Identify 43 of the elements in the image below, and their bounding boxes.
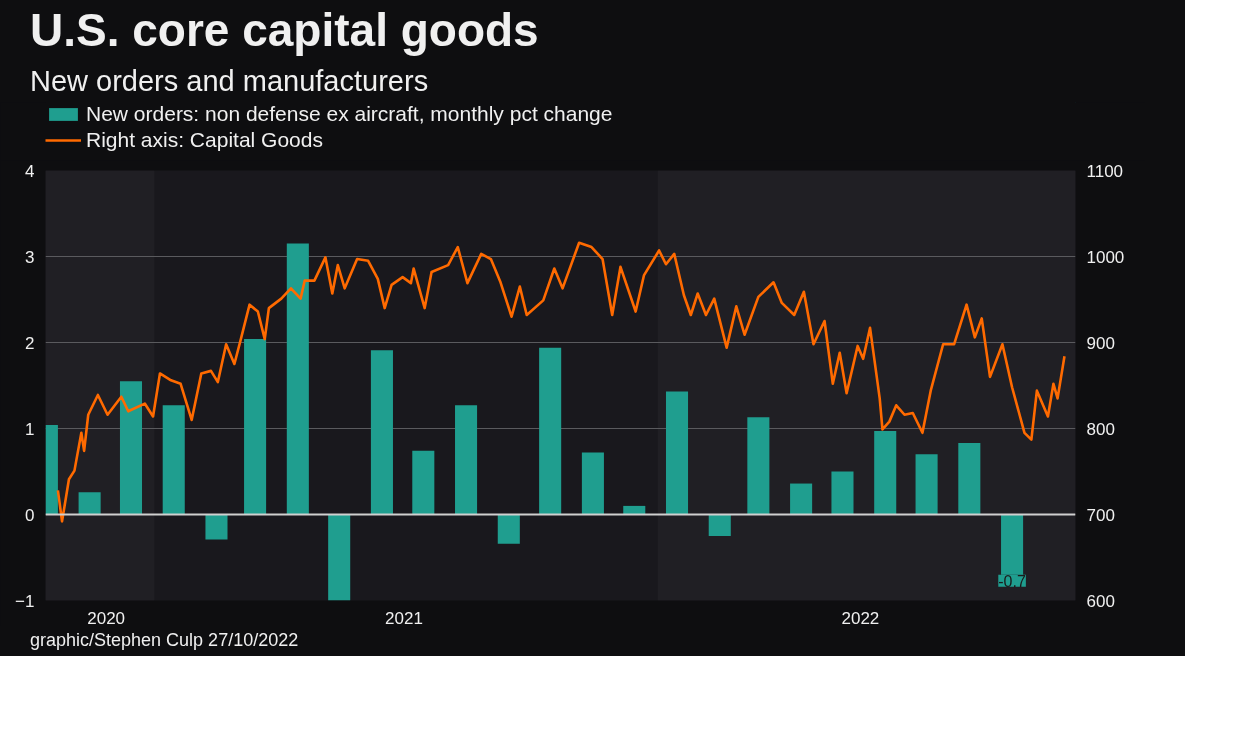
bar [958, 443, 981, 515]
x-tick-label: 2022 [841, 608, 880, 628]
chart-subtitle: New orders and manufacturers [30, 64, 429, 98]
y-tick-label: 2 [25, 333, 35, 353]
y2-tick-label: 700 [1086, 505, 1115, 525]
bar [286, 244, 309, 515]
bar [78, 492, 101, 515]
x-tick-label: 2020 [87, 608, 126, 628]
bar [162, 405, 185, 515]
y2-tick-label: 1000 [1086, 247, 1125, 267]
chart-title: U.S. core capital goods [30, 4, 539, 56]
y2-tick-label: 800 [1086, 419, 1115, 439]
bar [497, 514, 520, 545]
bar [708, 514, 731, 537]
y2-tick-label: 1100 [1086, 161, 1124, 181]
data-label: -0.7 [998, 573, 1026, 591]
bar [370, 350, 393, 515]
line-series [56, 241, 1066, 524]
bar [831, 471, 854, 515]
y-tick-label: −1 [15, 591, 35, 611]
bar [412, 451, 435, 515]
y-tick-label: 0 [25, 505, 35, 525]
y2-tick-label: 900 [1086, 333, 1115, 353]
bar [455, 405, 478, 515]
y-tick-label: 3 [25, 247, 35, 267]
y-tick-label: 1 [25, 419, 35, 439]
bar [747, 417, 770, 515]
bar [790, 484, 813, 515]
bar [244, 339, 267, 515]
y-tick-label: 4 [25, 161, 35, 181]
x-tick-label: 2021 [385, 608, 423, 628]
bar [119, 381, 143, 515]
y2-tick-label: 600 [1086, 591, 1115, 611]
legend-label: New orders: non defense ex aircraft, monthly pct change [86, 102, 613, 127]
bar [665, 392, 689, 515]
bar [539, 348, 562, 515]
text: graphic/Stephen Culp 27/10/2022 [30, 630, 299, 652]
bar [328, 514, 351, 601]
bar [581, 453, 604, 515]
bar [874, 431, 897, 515]
bar [205, 514, 228, 540]
legend-label: Right axis: Capital Goods [86, 128, 323, 153]
bar [915, 454, 938, 515]
